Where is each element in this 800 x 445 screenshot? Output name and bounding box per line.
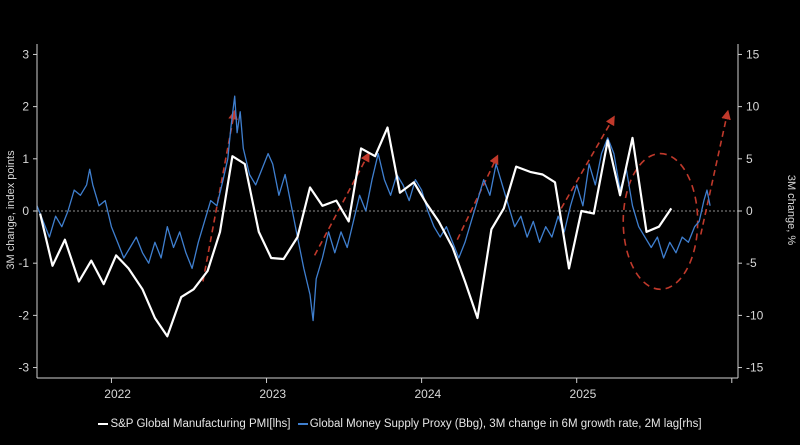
y-left-tick-label: 3 [22,47,29,61]
series-pmi-line [39,126,673,338]
y-axis-right-title: 3M change, % [785,175,797,246]
legend-label-money-supply: Global Money Supply Proxy (Bbg), 3M chan… [309,418,702,430]
legend-label-pmi: S&P Global Manufacturing PMI[lhs] [110,418,291,430]
y-left-tick-label: -1 [18,256,29,270]
annotation-layer [202,109,731,291]
legend: S&P Global Manufacturing PMI[lhs] Global… [0,418,800,430]
series-layer [36,95,711,338]
y-right-tick-label: 10 [746,100,760,114]
y-left-tick-label: -3 [18,361,29,375]
trend-arrow [560,115,615,209]
x-tick-label: 2023 [259,387,286,401]
trend-arrow [456,154,499,241]
y-right-tick-label: -5 [746,256,757,270]
y-right-tick-label: 15 [746,47,760,61]
trend-arrow [699,109,731,235]
legend-item-pmi: S&P Global Manufacturing PMI[lhs] [98,418,293,430]
x-tick-label: 2024 [414,387,441,401]
x-tick-label: 2025 [570,387,597,401]
y-right-tick-label: 5 [746,152,753,166]
y-left-tick-label: 2 [22,100,29,114]
y-left-tick-label: -2 [18,308,29,322]
y-left-tick-label: 1 [22,152,29,166]
legend-swatch-money-supply [297,422,308,425]
y-left-tick-label: 0 [22,204,29,218]
legend-swatch-pmi [98,422,109,425]
legend-item-money-supply: Global Money Supply Proxy (Bbg), 3M chan… [297,418,702,430]
y-right-tick-label: -10 [746,308,764,322]
series-money-supply-line [36,95,711,322]
trend-arrow [313,151,370,256]
y-right-tick-label: -15 [746,361,764,375]
highlight-ellipse [622,152,699,291]
y-right-tick-label: 0 [746,204,753,218]
y-axis-left-title: 3M change, index points [5,150,17,270]
x-tick-label: 2022 [104,387,131,401]
